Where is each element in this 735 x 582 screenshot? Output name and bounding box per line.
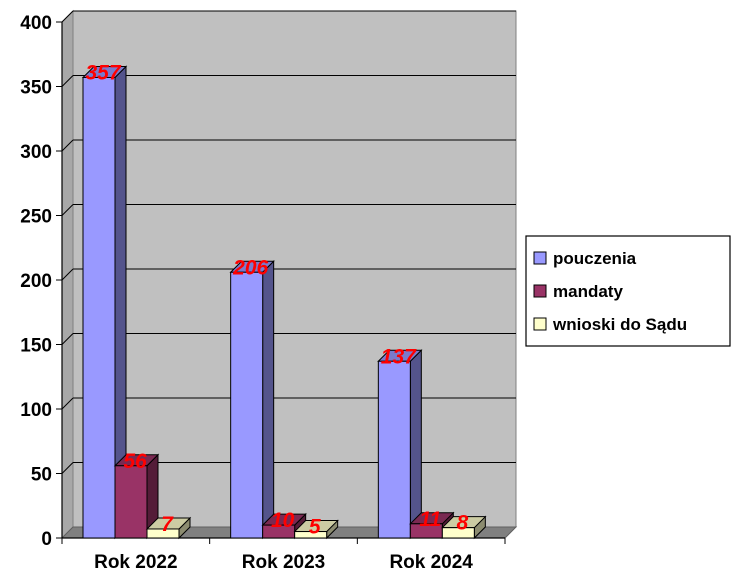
gridline-side xyxy=(61,10,74,23)
bar-front xyxy=(294,531,328,539)
bar-front xyxy=(82,76,116,539)
data-label: 8 xyxy=(456,512,468,535)
y-tick-label: 100 xyxy=(20,400,52,421)
gridline-side xyxy=(61,139,74,152)
y-tick-label: 150 xyxy=(20,336,52,357)
y-tick-label: 350 xyxy=(20,78,52,99)
bar-front xyxy=(377,360,411,539)
y-tick-label: 300 xyxy=(20,142,52,163)
legend-swatch xyxy=(533,317,547,331)
data-label: 206 xyxy=(232,256,268,279)
bar xyxy=(81,65,128,540)
data-label: 137 xyxy=(381,345,417,368)
legend-label: pouczenia xyxy=(553,249,637,268)
legend-box xyxy=(525,235,731,347)
bar xyxy=(113,453,160,540)
gridline-side xyxy=(61,397,74,410)
data-labels: 357 56 7 206 10 5 137 11 8 xyxy=(85,61,468,538)
bar xyxy=(441,515,487,540)
x-tick-label: Rok 2024 xyxy=(389,552,473,573)
data-label: 7 xyxy=(161,513,174,536)
gridline-side xyxy=(61,268,74,281)
legend-label: wnioski do Sądu xyxy=(552,315,687,334)
y-tick-label: 250 xyxy=(20,207,52,228)
gridline-side xyxy=(61,204,74,216)
data-label: 11 xyxy=(419,508,441,531)
data-label: 10 xyxy=(271,509,295,532)
bars xyxy=(81,65,487,540)
legend-swatch xyxy=(533,251,547,265)
gridlines xyxy=(61,10,516,474)
y-tick-label: 400 xyxy=(20,13,52,34)
bar xyxy=(145,516,192,540)
gridline-side xyxy=(61,462,74,474)
y-tick-label: 200 xyxy=(20,271,52,292)
bar-front xyxy=(230,271,264,539)
bar-front xyxy=(146,528,180,539)
data-label: 5 xyxy=(309,516,321,539)
bar-front xyxy=(441,527,475,539)
y-tick-label: 0 xyxy=(41,529,52,550)
gridline-side xyxy=(61,75,74,87)
bar xyxy=(293,519,339,540)
legend-label: mandaty xyxy=(553,282,623,301)
data-label: 56 xyxy=(123,450,147,473)
bar xyxy=(229,260,275,540)
x-tick-label: Rok 2023 xyxy=(242,552,325,573)
bar-side xyxy=(262,260,275,540)
y-tick-label: 50 xyxy=(31,465,52,486)
gridline-side xyxy=(61,333,74,345)
legend-swatch xyxy=(533,284,547,298)
legend: pouczenia mandaty wnioski do Sądu xyxy=(525,235,731,347)
bar-front xyxy=(114,465,148,539)
x-tick-label: Rok 2022 xyxy=(94,552,177,573)
data-label: 357 xyxy=(85,61,121,84)
bar xyxy=(377,349,423,540)
